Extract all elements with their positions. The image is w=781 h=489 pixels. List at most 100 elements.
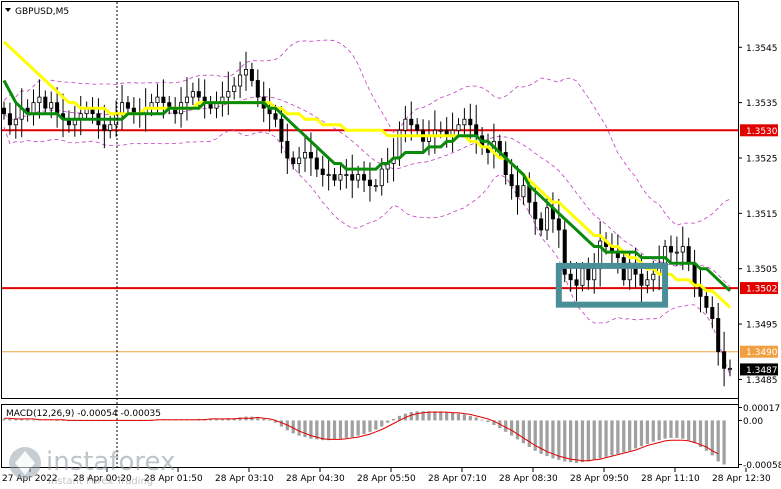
candle-body <box>232 85 237 92</box>
candle-body <box>533 201 538 220</box>
candle-body <box>102 124 107 131</box>
price-tick-label: 1.3505 <box>746 265 778 275</box>
candle-body <box>722 351 727 369</box>
macd-histogram-bar <box>474 417 478 421</box>
macd-histogram-bar <box>238 417 242 421</box>
macd-histogram-bar <box>20 418 24 421</box>
macd-histogram-bar <box>332 420 337 440</box>
macd-histogram-bar <box>297 420 301 436</box>
macd-histogram-bar <box>350 420 354 438</box>
level-labels: 1.3530 1.3502 1.3490 1.3487 <box>740 124 778 376</box>
level-label-bg <box>740 124 778 137</box>
candle-body <box>710 307 715 319</box>
macd-histogram-bar <box>356 420 360 436</box>
macd-signal-line <box>4 411 719 462</box>
time-tick-label: 28 Apr 11:10 <box>641 474 700 484</box>
candle-body <box>37 96 42 104</box>
bollinger-lower-band <box>3 126 731 375</box>
candle-body <box>727 367 733 370</box>
macd-histogram-bar <box>710 420 714 456</box>
candle-body <box>438 129 443 132</box>
symbol-label: GBPUSD,M5 <box>15 7 69 17</box>
macd-histogram-bar <box>208 418 213 421</box>
candle-body <box>674 251 679 254</box>
candle-body <box>308 152 313 159</box>
macd-histogram-bar <box>327 420 331 441</box>
macd-histogram-bar <box>504 420 508 432</box>
candle-body <box>651 273 656 281</box>
macd-histogram-bar <box>633 420 638 449</box>
candle-body <box>314 157 319 170</box>
candle-body <box>249 69 254 81</box>
macd-histogram-bar <box>533 420 537 451</box>
candle-body <box>49 102 54 109</box>
macd-histogram-bar <box>610 420 614 456</box>
candle-body <box>556 218 561 231</box>
macd-histogram-bar <box>14 418 18 421</box>
bollinger-bands <box>3 39 731 375</box>
time-axis: 27 Apr 2022 28 Apr 00:20 28 Apr 01:50 28 Ap… <box>2 468 771 484</box>
candle-body <box>639 273 644 286</box>
macd-histogram-bar <box>315 420 319 440</box>
macd-histogram-bar <box>31 419 36 421</box>
macd-histogram-bar <box>456 413 461 421</box>
macd-histogram-bar <box>539 420 543 454</box>
candle-body <box>586 268 591 281</box>
macd-histogram-bar <box>639 420 644 447</box>
macd-histogram-bar <box>338 420 343 439</box>
current-price-label: 1.3487 <box>746 366 778 376</box>
candle-body <box>568 273 573 281</box>
watermark-tagline: Instant Forex Trading <box>48 476 153 487</box>
macd-histogram-bar <box>557 420 561 460</box>
macd-histogram-bar <box>486 420 490 422</box>
macd-histogram-bar <box>321 420 325 441</box>
candle-body <box>285 140 290 159</box>
highlight-zone <box>555 262 669 308</box>
time-tick-label: 28 Apr 04:30 <box>286 474 345 484</box>
candle-body <box>332 174 337 181</box>
macd-histogram-bar <box>527 420 531 448</box>
macd-histogram-bar <box>468 415 472 421</box>
candle-body <box>373 185 378 188</box>
macd-histogram-bar <box>616 420 620 454</box>
candle-body <box>539 218 544 231</box>
price-tick-label: 1.3525 <box>746 154 778 164</box>
candle-body <box>592 268 597 281</box>
candle-body <box>184 96 189 104</box>
time-tick-label: 28 Apr 07:10 <box>428 474 487 484</box>
macd-histogram-bar <box>267 420 272 422</box>
candle-body <box>680 246 685 253</box>
time-tick-label: 28 Apr 01:50 <box>144 474 203 484</box>
macd-histogram-bar <box>716 420 720 462</box>
price-axis: 1.3545 1.3535 1.3525 1.3515 1.3505 1.3495 1.34… <box>738 44 778 386</box>
candle-body <box>668 246 673 253</box>
macd-histogram-bar <box>291 420 295 434</box>
candle-body <box>545 207 550 231</box>
macd-histogram-bar <box>279 420 284 427</box>
candle-body <box>120 102 125 115</box>
candle-body <box>362 174 367 181</box>
macd-histogram-bar <box>698 420 703 448</box>
macd-histogram-bar <box>386 420 390 423</box>
candle-body <box>704 295 709 308</box>
candle-body <box>521 185 526 198</box>
macd-histogram-bar <box>462 414 467 421</box>
time-tick-label: 28 Apr 03:10 <box>215 474 274 484</box>
macd-histogram-bar <box>704 420 709 451</box>
macd-histogram-bar <box>675 420 679 438</box>
candle-body <box>161 96 166 104</box>
macd-tick-label: -0.00058 <box>743 461 781 471</box>
macd-tick-label: 0.00 <box>743 417 763 427</box>
macd-histogram-bar <box>368 420 372 432</box>
candle-body <box>645 279 650 286</box>
price-tick-label: 1.3515 <box>746 210 778 220</box>
time-tick-label: 27 Apr 2022 <box>2 474 58 484</box>
macd-histogram-bar <box>657 420 661 441</box>
time-tick-label: 28 Apr 05:50 <box>357 474 416 484</box>
candle-body <box>415 124 420 131</box>
candle-body <box>562 229 567 275</box>
macd-histogram-bar <box>374 420 378 430</box>
candle-body <box>291 157 296 164</box>
